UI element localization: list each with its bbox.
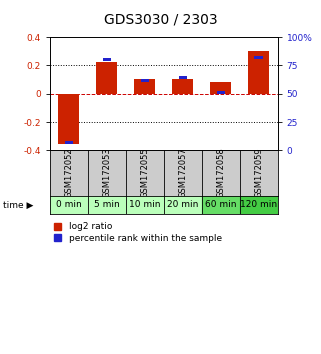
Bar (255, 56, 263, 59)
Bar (50, 196, 88, 214)
Bar (248, 51, 269, 94)
Text: GSM172058: GSM172058 (216, 148, 225, 198)
Text: 20 min: 20 min (167, 200, 198, 210)
Bar (216, 91, 225, 94)
Bar (134, 79, 155, 94)
Bar (178, 76, 187, 80)
Text: GSM172059: GSM172059 (254, 148, 263, 198)
Bar (96, 62, 117, 94)
Bar (65, 141, 73, 144)
Bar (164, 196, 202, 214)
Text: GSM172053: GSM172053 (102, 148, 111, 198)
Text: 0 min: 0 min (56, 200, 82, 210)
Text: 5 min: 5 min (94, 200, 120, 210)
Text: GSM172057: GSM172057 (178, 148, 187, 198)
Text: time ▶: time ▶ (3, 200, 34, 210)
Bar (141, 79, 149, 82)
Bar (102, 58, 111, 61)
Bar (58, 94, 79, 144)
Text: GSM172055: GSM172055 (140, 148, 149, 198)
Text: 10 min: 10 min (129, 200, 160, 210)
Bar (172, 79, 193, 94)
Bar (126, 196, 164, 214)
Bar (240, 196, 278, 214)
Text: GDS3030 / 2303: GDS3030 / 2303 (104, 12, 217, 27)
Legend: log2 ratio, percentile rank within the sample: log2 ratio, percentile rank within the s… (54, 222, 222, 243)
Text: 120 min: 120 min (240, 200, 277, 210)
Bar (88, 196, 126, 214)
Bar (202, 196, 240, 214)
Bar (210, 82, 231, 94)
Text: 60 min: 60 min (205, 200, 237, 210)
Text: GSM172052: GSM172052 (64, 148, 73, 198)
